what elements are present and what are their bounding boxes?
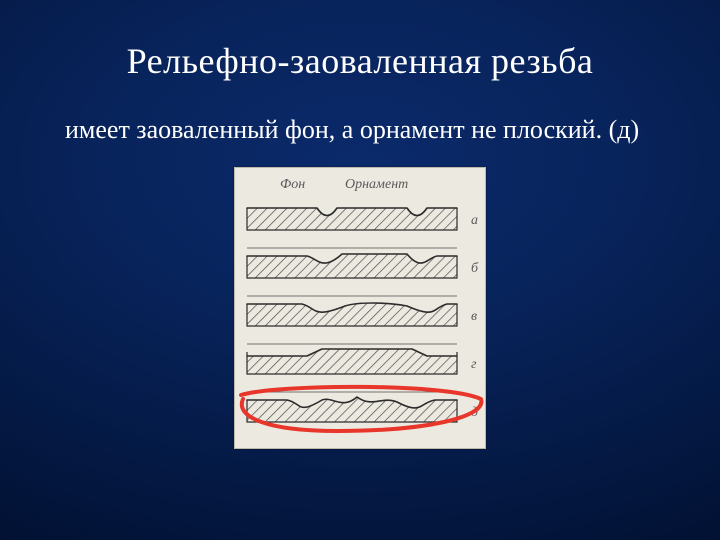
svg-text:Орнамент: Орнамент bbox=[345, 177, 408, 192]
svg-text:г: г bbox=[471, 357, 477, 372]
slide-body-text: имеет заоваленный фон, а орнамент не пло… bbox=[55, 112, 665, 147]
svg-text:Фон: Фон bbox=[280, 177, 305, 192]
svg-text:б: б bbox=[471, 261, 479, 276]
slide-title: Рельефно-заоваленная резьба bbox=[55, 40, 665, 82]
svg-text:в: в bbox=[471, 309, 477, 324]
carving-profile-diagram: ФонОрнаментабвгд bbox=[234, 167, 486, 449]
figure-container: ФонОрнаментабвгд bbox=[55, 167, 665, 449]
svg-text:а: а bbox=[471, 213, 478, 228]
slide: Рельефно-заоваленная резьба имеет заовал… bbox=[0, 0, 720, 540]
